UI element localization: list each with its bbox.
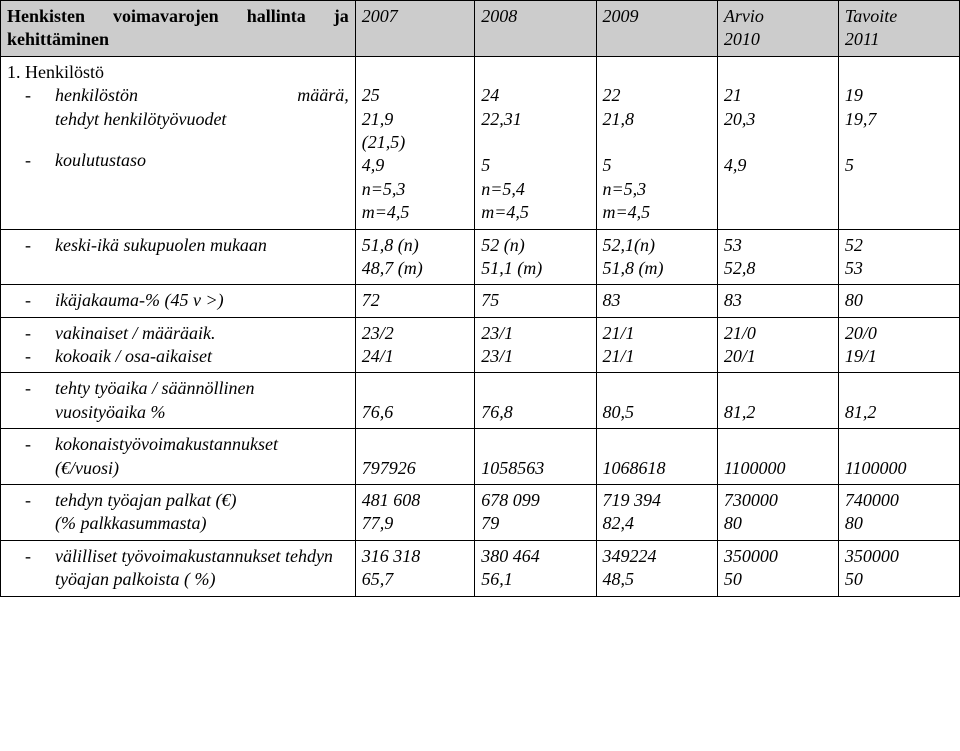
row6-c5: 1100000 xyxy=(838,429,959,485)
row4-label: - vakinaiset / määräaik. - kokoaik / osa… xyxy=(1,317,356,373)
row1-c4: 21 20,3 4,9 xyxy=(717,56,838,229)
header-title-line2: kehittäminen xyxy=(7,28,349,51)
row8-c2: 380 464 56,1 xyxy=(475,540,596,596)
row1-c2: 24 22,31 5 n=5,4 m=4,5 xyxy=(475,56,596,229)
row-tyoaika: - tehty työaika / säännöllinen vuosityöa… xyxy=(1,373,960,429)
row-ikajakauma: - ikäjakauma-% (45 v >) 72 75 83 83 80 xyxy=(1,285,960,317)
row6-c4: 1100000 xyxy=(717,429,838,485)
row3-c5: 80 xyxy=(838,285,959,317)
row8-c1: 316 318 65,7 xyxy=(355,540,474,596)
row1-c3: 22 21,8 5 n=5,3 m=4,5 xyxy=(596,56,717,229)
row5-c5: 81,2 xyxy=(838,373,959,429)
main-table: Henkisten voimavarojen hallinta ja kehit… xyxy=(0,0,960,597)
row-vakinaiset: - vakinaiset / määräaik. - kokoaik / osa… xyxy=(1,317,960,373)
sub1-line2: tehdyt henkilötyövuodet xyxy=(55,108,349,131)
row5-c4: 81,2 xyxy=(717,373,838,429)
row5-c1: 76,6 xyxy=(355,373,474,429)
row7-c3: 719 394 82,4 xyxy=(596,485,717,541)
row6-c2: 1058563 xyxy=(475,429,596,485)
header-row: Henkisten voimavarojen hallinta ja kehit… xyxy=(1,1,960,57)
row3-c1: 72 xyxy=(355,285,474,317)
row3-c3: 83 xyxy=(596,285,717,317)
row4-c4: 21/0 20/1 xyxy=(717,317,838,373)
row5-c3: 80,5 xyxy=(596,373,717,429)
row-tehdyn-palkat: - tehdyn työajan palkat (€) (% palkkasum… xyxy=(1,485,960,541)
row6-label: - kokonaistyövoimakustannukset (€/vuosi) xyxy=(1,429,356,485)
header-col-2009: 2009 xyxy=(596,1,717,57)
row1-c1: 25 21,9 (21,5) 4,9 n=5,3 m=4,5 xyxy=(355,56,474,229)
row-henkilosto-label: 1. Henkilöstö - henkilöstön määrä, tehdy… xyxy=(1,56,356,229)
row2-label: - keski-ikä sukupuolen mukaan xyxy=(1,229,356,285)
row4-c1: 23/2 24/1 xyxy=(355,317,474,373)
row2-c2: 52 (n) 51,1 (m) xyxy=(475,229,596,285)
row5-label: - tehty työaika / säännöllinen vuosityöa… xyxy=(1,373,356,429)
row7-c5: 740000 80 xyxy=(838,485,959,541)
header-col-arvio: Arvio 2010 xyxy=(717,1,838,57)
row4-c5: 20/0 19/1 xyxy=(838,317,959,373)
row2-c4: 53 52,8 xyxy=(717,229,838,285)
row8-c3: 349224 48,5 xyxy=(596,540,717,596)
row-kokonaiskust: - kokonaistyövoimakustannukset (€/vuosi)… xyxy=(1,429,960,485)
row7-c2: 678 099 79 xyxy=(475,485,596,541)
header-title-cell: Henkisten voimavarojen hallinta ja kehit… xyxy=(1,1,356,57)
row3-label: - ikäjakauma-% (45 v >) xyxy=(1,285,356,317)
row6-c1: 797926 xyxy=(355,429,474,485)
header-title-line1: Henkisten voimavarojen hallinta ja xyxy=(7,5,349,28)
sub1-line1: henkilöstön määrä, xyxy=(55,84,349,107)
row-henkilosto: 1. Henkilöstö - henkilöstön määrä, tehdy… xyxy=(1,56,960,229)
row7-c1: 481 608 77,9 xyxy=(355,485,474,541)
row3-c4: 83 xyxy=(717,285,838,317)
row7-label: - tehdyn työajan palkat (€) (% palkkasum… xyxy=(1,485,356,541)
row8-c5: 350000 50 xyxy=(838,540,959,596)
row-keski-ika: - keski-ikä sukupuolen mukaan 51,8 (n) 4… xyxy=(1,229,960,285)
row1-c5: 19 19,7 5 xyxy=(838,56,959,229)
header-col-2008: 2008 xyxy=(475,1,596,57)
row2-c5: 52 53 xyxy=(838,229,959,285)
sub2-label: koulutustaso xyxy=(55,149,349,172)
row5-c2: 76,8 xyxy=(475,373,596,429)
row2-c3: 52,1(n) 51,8 (m) xyxy=(596,229,717,285)
header-col-tavoite: Tavoite 2011 xyxy=(838,1,959,57)
row-valilliset: - välilliset työvoimakustannukset tehdyn… xyxy=(1,540,960,596)
row8-c4: 350000 50 xyxy=(717,540,838,596)
row7-c4: 730000 80 xyxy=(717,485,838,541)
row4-c3: 21/1 21/1 xyxy=(596,317,717,373)
section-number: 1. Henkilöstö xyxy=(7,61,349,84)
row8-label: - välilliset työvoimakustannukset tehdyn… xyxy=(1,540,356,596)
header-col-2007: 2007 xyxy=(355,1,474,57)
row3-c2: 75 xyxy=(475,285,596,317)
row6-c3: 1068618 xyxy=(596,429,717,485)
row2-c1: 51,8 (n) 48,7 (m) xyxy=(355,229,474,285)
row4-c2: 23/1 23/1 xyxy=(475,317,596,373)
